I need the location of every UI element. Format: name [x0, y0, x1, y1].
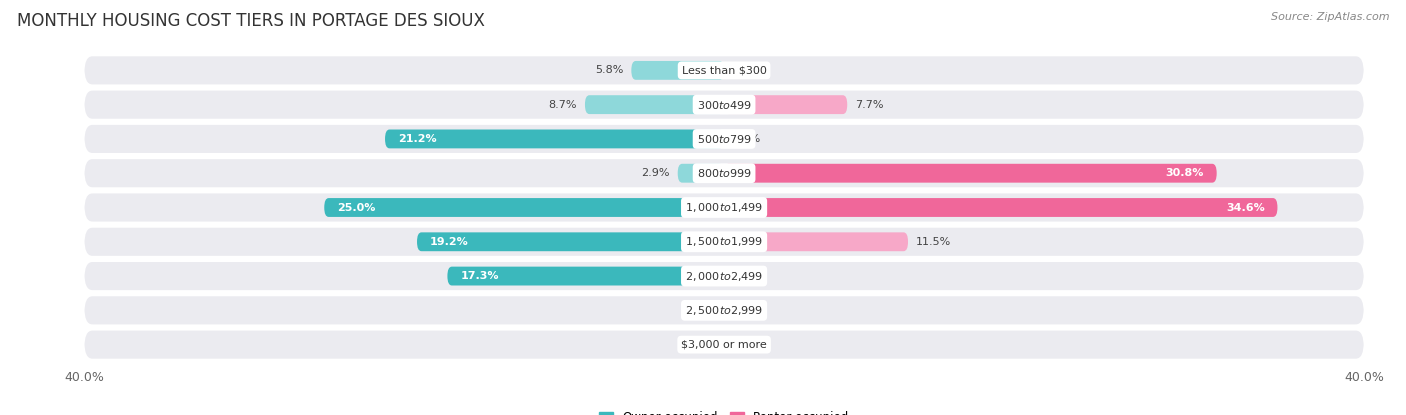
Text: 0.0%: 0.0% — [733, 134, 761, 144]
Text: 7.7%: 7.7% — [855, 100, 884, 110]
FancyBboxPatch shape — [447, 267, 724, 286]
Text: 34.6%: 34.6% — [1226, 203, 1264, 212]
Text: 0.0%: 0.0% — [688, 305, 716, 315]
Text: 17.3%: 17.3% — [460, 271, 499, 281]
FancyBboxPatch shape — [325, 198, 724, 217]
Text: 30.8%: 30.8% — [1166, 168, 1204, 178]
FancyBboxPatch shape — [84, 331, 1364, 359]
Text: 19.2%: 19.2% — [430, 237, 468, 247]
FancyBboxPatch shape — [585, 95, 724, 114]
Text: 0.0%: 0.0% — [733, 305, 761, 315]
FancyBboxPatch shape — [84, 296, 1364, 325]
FancyBboxPatch shape — [385, 129, 724, 148]
FancyBboxPatch shape — [84, 159, 1364, 187]
Text: 0.0%: 0.0% — [733, 271, 761, 281]
FancyBboxPatch shape — [84, 193, 1364, 222]
Text: $800 to $999: $800 to $999 — [696, 167, 752, 179]
FancyBboxPatch shape — [84, 262, 1364, 290]
Text: MONTHLY HOUSING COST TIERS IN PORTAGE DES SIOUX: MONTHLY HOUSING COST TIERS IN PORTAGE DE… — [17, 12, 485, 30]
FancyBboxPatch shape — [84, 56, 1364, 84]
FancyBboxPatch shape — [724, 95, 848, 114]
Text: 11.5%: 11.5% — [917, 237, 952, 247]
Text: 25.0%: 25.0% — [337, 203, 375, 212]
FancyBboxPatch shape — [631, 61, 724, 80]
FancyBboxPatch shape — [724, 232, 908, 251]
Text: 0.0%: 0.0% — [733, 339, 761, 349]
FancyBboxPatch shape — [84, 90, 1364, 119]
Text: Less than $300: Less than $300 — [682, 66, 766, 76]
FancyBboxPatch shape — [84, 228, 1364, 256]
Legend: Owner-occupied, Renter-occupied: Owner-occupied, Renter-occupied — [593, 406, 855, 415]
Text: 5.8%: 5.8% — [595, 66, 623, 76]
Text: $3,000 or more: $3,000 or more — [682, 339, 766, 349]
Text: 0.0%: 0.0% — [688, 339, 716, 349]
Text: $500 to $799: $500 to $799 — [696, 133, 752, 145]
Text: 21.2%: 21.2% — [398, 134, 436, 144]
FancyBboxPatch shape — [84, 125, 1364, 153]
Text: Source: ZipAtlas.com: Source: ZipAtlas.com — [1271, 12, 1389, 22]
Text: $2,500 to $2,999: $2,500 to $2,999 — [685, 304, 763, 317]
Text: $2,000 to $2,499: $2,000 to $2,499 — [685, 270, 763, 283]
Text: $1,000 to $1,499: $1,000 to $1,499 — [685, 201, 763, 214]
FancyBboxPatch shape — [724, 164, 1216, 183]
FancyBboxPatch shape — [418, 232, 724, 251]
Text: $1,500 to $1,999: $1,500 to $1,999 — [685, 235, 763, 248]
Text: 8.7%: 8.7% — [548, 100, 576, 110]
Text: 0.0%: 0.0% — [733, 66, 761, 76]
Text: 2.9%: 2.9% — [641, 168, 669, 178]
Text: $300 to $499: $300 to $499 — [696, 99, 752, 111]
FancyBboxPatch shape — [678, 164, 724, 183]
FancyBboxPatch shape — [724, 198, 1278, 217]
